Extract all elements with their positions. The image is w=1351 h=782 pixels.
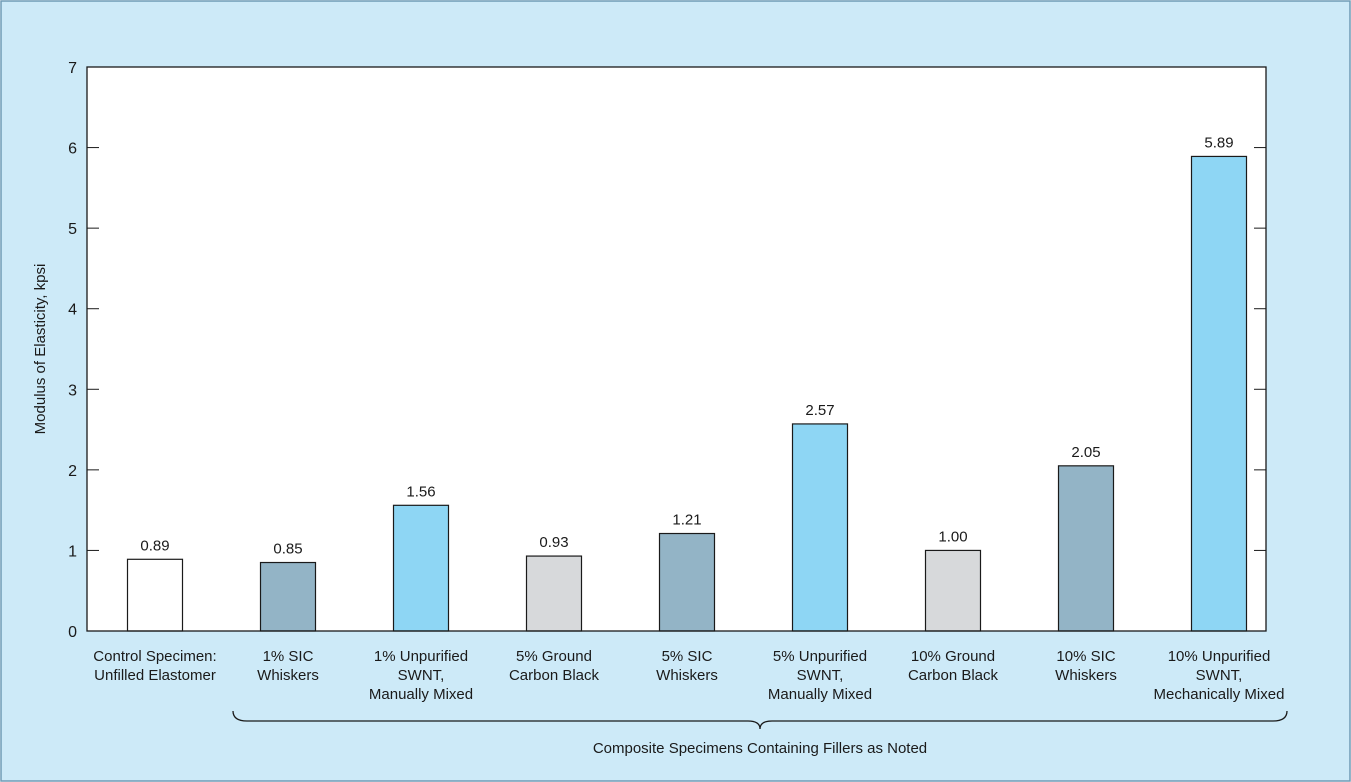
category-labels-group: Control Specimen: Unfilled Elastomer 1% SI… xyxy=(93,648,1284,703)
bars-group xyxy=(126,155,1248,632)
y-tick-label: 0 xyxy=(68,624,77,641)
x-category-label: Control Specimen: Unfilled Elastomer xyxy=(93,648,216,684)
y-tick-label: 2 xyxy=(68,463,77,480)
bar-value-label: 1.21 xyxy=(672,512,701,529)
bar xyxy=(1057,465,1115,632)
bar-value-label: 2.05 xyxy=(1071,444,1100,461)
bar xyxy=(126,558,184,632)
bar-value-label: 0.85 xyxy=(273,541,302,558)
x-axis-title: Composite Specimens Containing Fillers a… xyxy=(593,740,927,757)
y-tick-label: 5 xyxy=(68,221,77,238)
y-tick-label: 1 xyxy=(68,543,77,560)
y-tick-label: 6 xyxy=(68,141,77,158)
x-category-label: 1% Unpurified SWNT, Manually Mixed xyxy=(369,648,473,703)
y-tick-label: 7 xyxy=(68,60,77,77)
bar-value-label: 1.56 xyxy=(406,483,435,500)
y-tick-label: 3 xyxy=(68,382,77,399)
bar-value-label: 0.89 xyxy=(140,537,169,554)
x-category-label: 10% Unpurified SWNT, Mechanically Mixed xyxy=(1154,648,1285,703)
y-axis-title: Modulus of Elasticity, kpsi xyxy=(32,264,49,435)
bar xyxy=(791,423,849,632)
bar xyxy=(658,532,716,632)
bar-value-label: 1.00 xyxy=(938,528,967,545)
bar xyxy=(924,549,982,632)
bar xyxy=(392,504,450,632)
bar-value-label: 0.93 xyxy=(539,534,568,551)
x-category-label: 5% Unpurified SWNT, Manually Mixed xyxy=(768,648,872,703)
group-bracket xyxy=(232,710,1288,730)
bar xyxy=(1190,155,1248,632)
bar-value-label: 5.89 xyxy=(1204,134,1233,151)
data-labels-group: 0.89 0.85 1.56 0.93 1.21 2.57 1.00 2.05 5.89 xyxy=(140,134,1233,557)
bar-value-label: 2.57 xyxy=(805,402,834,419)
x-category-label: 10% Ground Carbon Black xyxy=(908,648,999,684)
bar xyxy=(259,561,317,632)
x-category-label: 10% SIC Whiskers xyxy=(1055,648,1117,684)
x-category-label: 5% Ground Carbon Black xyxy=(509,648,600,684)
x-category-label: 5% SIC Whiskers xyxy=(656,648,718,684)
y-tick-label: 4 xyxy=(68,302,77,319)
y-axis-ticks: 0 1 2 3 4 5 6 7 xyxy=(68,60,1266,641)
plot-frame xyxy=(86,66,1267,632)
bar xyxy=(525,555,583,632)
x-category-label: 1% SIC Whiskers xyxy=(257,648,319,684)
